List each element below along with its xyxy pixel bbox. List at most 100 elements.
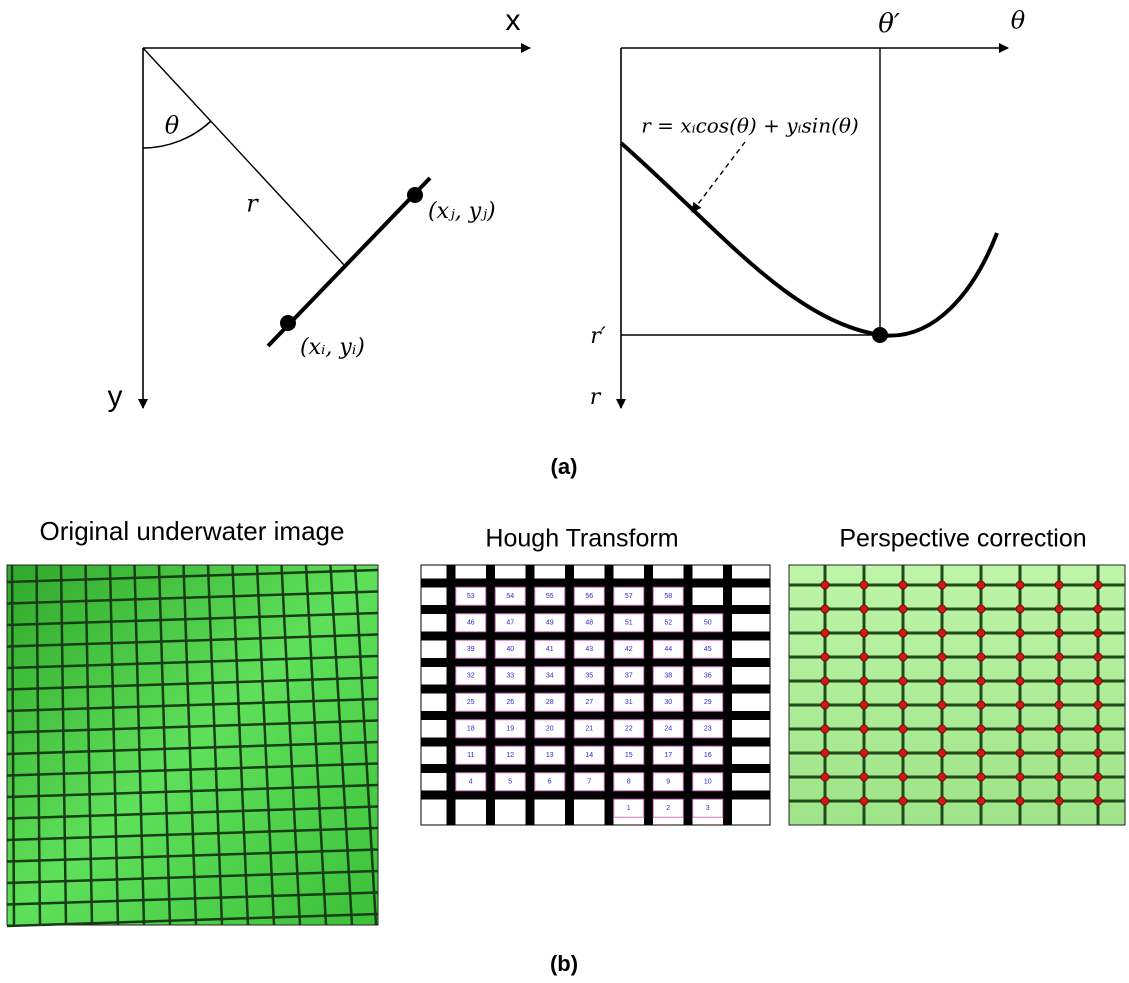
corner-dot <box>1055 725 1063 733</box>
cell-label: 20 <box>546 726 554 733</box>
cell-label: 29 <box>704 699 712 706</box>
cell-label: 32 <box>467 673 475 680</box>
corner-dot <box>1094 677 1102 685</box>
corner-dot <box>1016 653 1024 661</box>
cell-label: 5 <box>508 779 512 786</box>
cell-label: 27 <box>585 699 593 706</box>
cell-label: 43 <box>585 646 593 653</box>
sinusoid-curve <box>621 143 997 336</box>
corner-dot <box>899 773 907 781</box>
hough-space: θ r θ′ r′ r = xᵢcos(θ) + yᵢsin(θ) <box>590 7 1026 411</box>
corner-dot <box>860 749 868 757</box>
cell-label: 56 <box>585 593 593 600</box>
cell-label: 11 <box>467 752 474 759</box>
perspective-title: Perspective correction <box>839 525 1086 553</box>
cell-label: 58 <box>664 593 672 600</box>
original-title: Original underwater image <box>40 516 345 546</box>
cell-label: 30 <box>664 699 672 706</box>
cell-label: 23 <box>704 726 712 733</box>
caption-b: (b) <box>550 951 578 976</box>
cell-label: 19 <box>506 726 514 733</box>
corner-dot <box>899 725 907 733</box>
corner-dot <box>821 605 829 613</box>
theta-axis-label: θ <box>1011 7 1026 35</box>
corner-dot <box>1094 701 1102 709</box>
cell-label: 26 <box>506 699 514 706</box>
corner-dot <box>1094 581 1102 589</box>
corner-dot <box>821 749 829 757</box>
corner-dot <box>821 653 829 661</box>
angle-label: θ <box>165 112 180 140</box>
image-frame <box>789 565 1125 825</box>
corner-dot <box>1055 797 1063 805</box>
corner-dot <box>1094 749 1102 757</box>
corner-dot <box>938 629 946 637</box>
corner-dot <box>860 581 868 589</box>
image-space: x y θ r (xᵢ, yᵢ) (xⱼ, yⱼ) <box>108 4 531 413</box>
corner-dot <box>977 653 985 661</box>
cell-label: 12 <box>506 752 514 759</box>
corner-dot <box>1055 677 1063 685</box>
corner-dot <box>899 605 907 613</box>
cell-label: 36 <box>704 673 712 680</box>
corner-dot <box>977 605 985 613</box>
corner-dot <box>1055 581 1063 589</box>
corner-dot <box>821 797 829 805</box>
corner-dot <box>1094 725 1102 733</box>
cell-label: 54 <box>506 593 514 600</box>
corner-dot <box>899 653 907 661</box>
cell-label: 4 <box>469 779 473 786</box>
corner-dot <box>938 605 946 613</box>
cell-label: 41 <box>546 646 554 653</box>
image-frame <box>421 565 770 825</box>
corner-dot <box>821 725 829 733</box>
corner-dot <box>860 629 868 637</box>
cell-label: 2 <box>666 805 670 812</box>
cell-label: 48 <box>585 620 593 627</box>
corner-dot <box>860 701 868 709</box>
cell-label: 44 <box>664 646 672 653</box>
corner-dot <box>977 797 985 805</box>
point-j-label: (xⱼ, yⱼ) <box>428 199 496 224</box>
corner-dot <box>1055 629 1063 637</box>
normal-line <box>143 48 345 266</box>
theta-prime-label: θ′ <box>878 9 900 39</box>
corner-dot <box>821 581 829 589</box>
corner-dot <box>821 701 829 709</box>
cell-label: 35 <box>585 673 593 680</box>
corner-dot <box>860 725 868 733</box>
cell-label: 38 <box>664 673 672 680</box>
cell-label: 3 <box>706 805 710 812</box>
corner-dot <box>1016 677 1024 685</box>
cell-label: 37 <box>625 673 633 680</box>
cell-label: 15 <box>625 752 633 759</box>
cell-label: 52 <box>664 620 672 627</box>
corner-dot <box>977 701 985 709</box>
corner-dot <box>938 749 946 757</box>
equation-arrow <box>692 142 745 212</box>
cell-label: 34 <box>546 673 554 680</box>
figure: x y θ r (xᵢ, yᵢ) (xⱼ, yⱼ) θ r θ′ r′ r = … <box>0 0 1129 978</box>
cell-label: 14 <box>585 752 593 759</box>
r-axis-label: r <box>590 385 602 410</box>
caption-a: (a) <box>551 454 578 479</box>
corner-dot <box>1016 773 1024 781</box>
corner-dot <box>899 749 907 757</box>
corner-dot <box>1055 605 1063 613</box>
cell-label: 16 <box>704 752 712 759</box>
cell-label: 47 <box>506 620 514 627</box>
cell-label: 28 <box>546 699 554 706</box>
cell-label: 24 <box>664 726 672 733</box>
corner-dot <box>977 749 985 757</box>
cell-label: 8 <box>627 779 631 786</box>
corner-dot <box>977 773 985 781</box>
intersection-point <box>872 327 888 343</box>
corner-dot <box>1016 581 1024 589</box>
corner-dot <box>977 677 985 685</box>
corner-dot <box>821 629 829 637</box>
corner-dot <box>1016 725 1024 733</box>
corner-dot <box>860 677 868 685</box>
x-axis-label: x <box>506 4 521 37</box>
cell-label: 6 <box>548 779 552 786</box>
corner-dot <box>1016 749 1024 757</box>
